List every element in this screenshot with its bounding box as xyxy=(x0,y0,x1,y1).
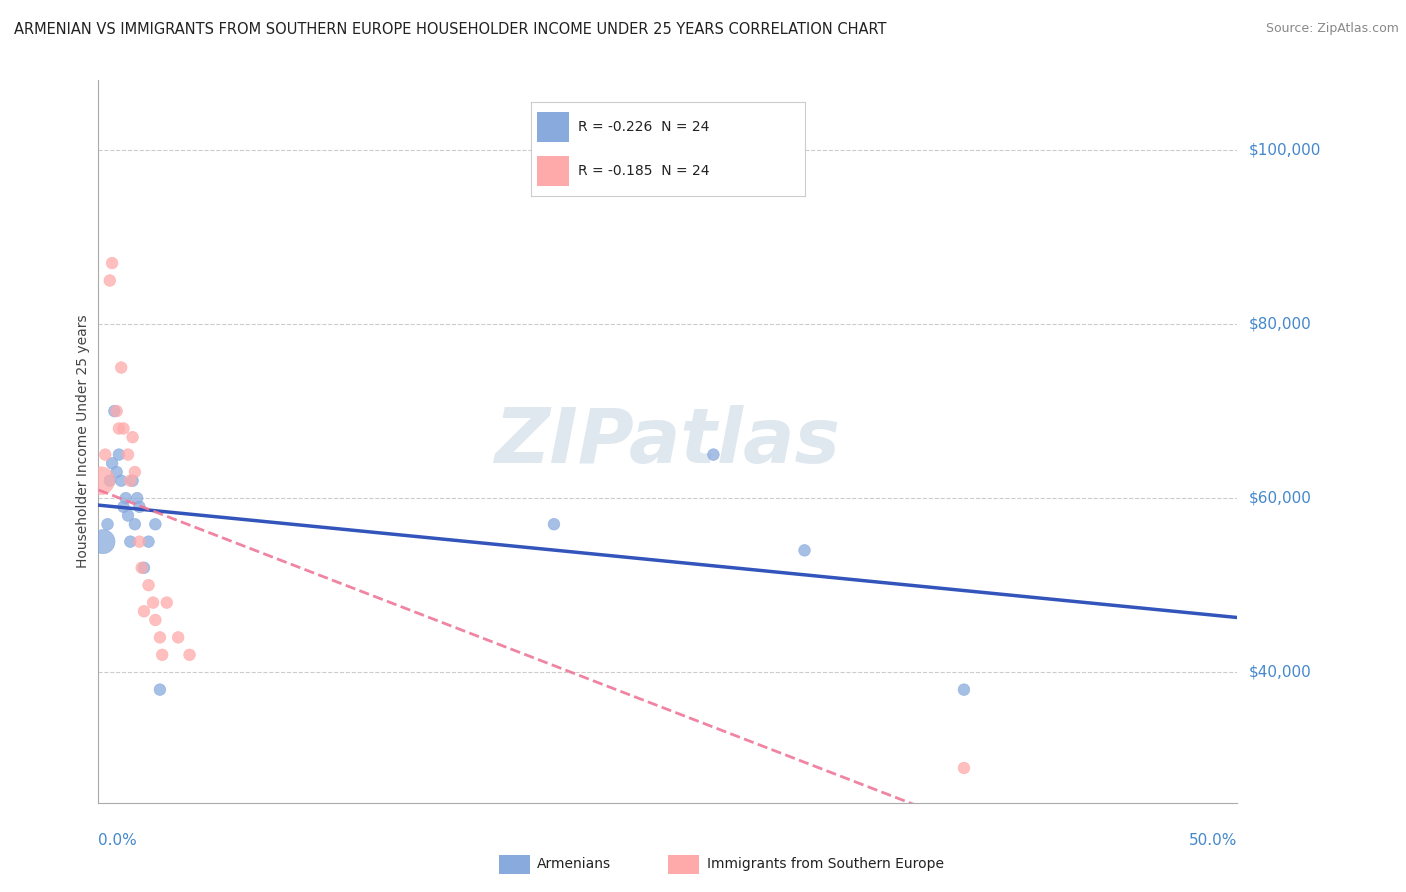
Y-axis label: Householder Income Under 25 years: Householder Income Under 25 years xyxy=(76,315,90,568)
Point xyxy=(145,613,167,627)
Point xyxy=(110,474,132,488)
Text: $60,000: $60,000 xyxy=(1249,491,1312,506)
Point xyxy=(94,448,117,462)
Point xyxy=(150,648,173,662)
Point xyxy=(149,631,172,645)
Point xyxy=(145,517,167,532)
Text: Immigrants from Southern Europe: Immigrants from Southern Europe xyxy=(707,857,945,871)
Point xyxy=(132,604,155,618)
Point xyxy=(179,648,201,662)
Text: ZIPatlas: ZIPatlas xyxy=(495,405,841,478)
Point xyxy=(105,465,128,479)
Point xyxy=(91,534,114,549)
Text: Armenians: Armenians xyxy=(537,857,612,871)
Point xyxy=(112,421,135,435)
Point xyxy=(117,508,139,523)
Point xyxy=(953,682,976,697)
Point xyxy=(108,448,131,462)
Point xyxy=(138,578,160,592)
Point xyxy=(128,534,150,549)
Point xyxy=(98,273,121,287)
Point xyxy=(128,500,150,514)
Point xyxy=(953,761,976,775)
Point xyxy=(131,561,153,575)
Point xyxy=(112,500,135,514)
Point xyxy=(543,517,565,532)
Point xyxy=(149,682,172,697)
Text: 0.0%: 0.0% xyxy=(98,833,138,848)
Point xyxy=(793,543,815,558)
Point xyxy=(117,448,139,462)
Text: $40,000: $40,000 xyxy=(1249,665,1312,680)
Point xyxy=(96,517,118,532)
Point xyxy=(132,561,155,575)
Point xyxy=(103,404,125,418)
Point xyxy=(121,474,143,488)
Point xyxy=(138,534,160,549)
Point xyxy=(101,456,124,470)
Text: Source: ZipAtlas.com: Source: ZipAtlas.com xyxy=(1265,22,1399,36)
Point xyxy=(124,517,146,532)
Point xyxy=(142,596,165,610)
Text: $100,000: $100,000 xyxy=(1249,143,1320,157)
Point xyxy=(108,421,131,435)
Point xyxy=(124,465,146,479)
Point xyxy=(90,474,112,488)
Point xyxy=(121,430,143,444)
Point xyxy=(98,474,121,488)
Text: 50.0%: 50.0% xyxy=(1189,833,1237,848)
Point xyxy=(167,631,190,645)
Point xyxy=(702,448,724,462)
Point xyxy=(110,360,132,375)
Point xyxy=(120,534,142,549)
Point xyxy=(120,474,142,488)
Text: ARMENIAN VS IMMIGRANTS FROM SOUTHERN EUROPE HOUSEHOLDER INCOME UNDER 25 YEARS CO: ARMENIAN VS IMMIGRANTS FROM SOUTHERN EUR… xyxy=(14,22,887,37)
Point xyxy=(114,491,136,505)
Text: $80,000: $80,000 xyxy=(1249,317,1312,332)
Point xyxy=(105,404,128,418)
Point xyxy=(156,596,179,610)
Point xyxy=(127,491,149,505)
Point xyxy=(101,256,124,270)
